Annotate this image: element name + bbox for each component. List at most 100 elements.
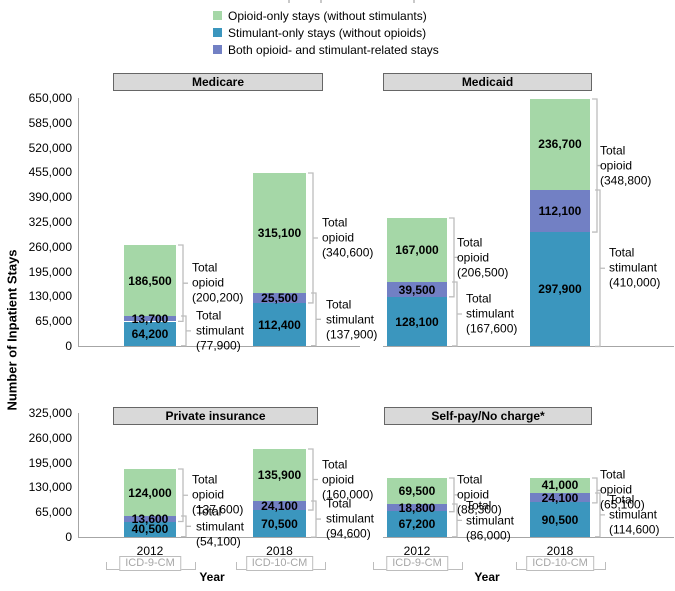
total-stimulant-annotation-line: (167,600) [466,321,518,336]
total-stimulant-brace [181,315,191,347]
total-stimulant-annotation: Total stimulant (137,900) [326,297,377,342]
y-axis-line [78,98,79,346]
total-opioid-annotation-line: (340,600) [322,245,374,260]
bar-segment-both [124,316,176,322]
total-stimulant-annotation-line: stimulant [326,511,375,526]
total-opioid-annotation: Total opioid (200,200) [192,261,243,306]
y-axis-tick-label: 325,000 [28,406,72,420]
bar-segment-opioid-only [530,477,590,494]
bar-segment-both [387,282,447,298]
legend-item-both: Both opioid- and stimulant-related stays [213,41,439,58]
bar-segment-opioid-only [253,173,306,294]
total-stimulant-annotation-line: Total [326,496,352,511]
bar-segment-value-label: 25,500 [261,291,298,306]
total-opioid-annotation: Total opioid (65,100) [600,468,645,513]
bar-segment-value-label: 24,100 [261,498,298,513]
total-stimulant-annotation-line: Total [196,308,222,323]
total-opioid-annotation-line: opioid [322,230,355,245]
total-stimulant-annotation-line: stimulant [466,513,515,528]
y-axis-tick-label: 130,000 [28,480,72,495]
total-stimulant-annotation-line: (54,100) [196,534,241,549]
bar-segment-stimulant-only [124,321,176,346]
cropped-text-artifact [288,0,290,3]
total-stimulant-brace [181,515,191,538]
x-tick-year-label: 2018 [546,544,574,558]
cropped-text-artifact [413,0,415,3]
total-opioid-annotation-line: (137,600) [192,502,244,517]
y-axis-tick-label: 455,000 [28,165,72,180]
y-axis-tick-label: 650,000 [28,91,72,105]
bar-segment-value-label: 167,000 [395,243,439,258]
total-opioid-annotation-line: opioid [600,158,633,173]
bar-segment-value-label: 135,900 [257,467,302,482]
bar-segment-opioid-only [530,99,590,190]
total-stimulant-annotation: Total stimulant (114,600) [609,493,659,538]
total-stimulant-annotation-line: (410,000) [609,275,661,290]
bar-segment-value-label: 40,500 [131,522,169,537]
total-opioid-annotation-line: (348,800) [600,173,652,188]
bar-segment-stimulant-only [124,521,176,537]
total-stimulant-annotation-line: (114,600) [609,522,660,537]
bar-segment-stimulant-only [253,303,306,346]
total-opioid-annotation-line: Total [457,235,483,250]
total-opioid-annotation-line: opioid [600,482,633,497]
both-swatch-icon [213,45,222,54]
legend-item-stimulant-only: Stimulant-only stays (without opioids) [213,24,439,41]
bar-segment-value-label: 70,500 [261,516,298,531]
bar-segment-opioid-only [124,245,176,317]
panel-title: Medicaid [383,73,592,91]
total-opioid-annotation: Total opioid (206,500) [457,235,508,280]
total-stimulant-brace [595,492,605,538]
total-opioid-annotation-line: Total [600,143,626,158]
total-stimulant-annotation-line: stimulant [466,306,515,321]
bar-segment-value-label: 41,000 [541,478,579,493]
total-stimulant-annotation-line: Total [326,297,352,312]
y-axis-tick-label: 195,000 [28,455,72,470]
panel-title: Self-pay/No charge* [384,407,592,425]
bar-segment-value-label: 315,100 [257,226,302,241]
bar-segment-stimulant-only [530,232,590,346]
y-axis-tick-label: 260,000 [28,239,72,254]
y-axis-tick-label: 260,000 [28,430,72,445]
icd-code-box: ICD-10-CM [245,556,314,571]
total-stimulant-annotation: Total stimulant (86,000) [466,498,514,543]
total-stimulant-annotation-line: stimulant [609,507,658,522]
bar-segment-value-label: 18,800 [398,500,436,515]
total-opioid-annotation-line: Total [322,457,348,472]
total-opioid-annotation: Total opioid (88,300) [457,472,502,517]
total-stimulant-annotation: Total stimulant (94,600) [326,496,374,541]
total-stimulant-annotation-line: stimulant [196,323,245,338]
bar-segment-value-label: 13,600 [131,511,169,526]
total-stimulant-annotation-line: (137,900) [326,327,378,342]
bar-segment-both [253,500,306,511]
total-opioid-brace [449,217,459,298]
icd-code-box: ICD-10-CM [526,556,594,571]
total-stimulant-annotation-line: Total [609,245,635,260]
total-stimulant-annotation-line: Total [466,498,492,513]
total-opioid-brace [592,98,602,233]
total-stimulant-brace [311,292,321,347]
y-axis-tick-label: 130,000 [28,289,72,304]
total-opioid-annotation-line: (65,100) [600,497,645,512]
bar-segment-value-label: 67,200 [398,517,436,532]
x-axis-line [383,346,674,347]
bar-segment-value-label: 13,700 [131,311,169,326]
total-opioid-annotation-line: (206,500) [457,265,509,280]
total-stimulant-annotation-line: stimulant [609,260,658,275]
bar-segment-both [530,493,590,503]
total-opioid-brace [308,448,318,511]
total-opioid-annotation-line: Total [192,472,218,487]
bar-segment-both [253,293,306,304]
legend: Opioid-only stays (without stimulants) S… [213,7,439,58]
total-opioid-annotation-line: opioid [457,250,490,265]
total-opioid-annotation-line: Total [457,472,483,487]
panel-title: Private insurance [113,407,318,425]
total-opioid-annotation-line: Total [192,260,218,275]
bar-segment-value-label: 186,500 [128,273,172,288]
total-opioid-annotation-line: opioid [192,487,225,502]
total-stimulant-annotation: Total stimulant (167,600) [466,292,517,337]
opioid-only-swatch-icon [213,11,222,20]
bar-segment-value-label: 297,900 [538,282,582,297]
bar-segment-both [124,516,176,522]
